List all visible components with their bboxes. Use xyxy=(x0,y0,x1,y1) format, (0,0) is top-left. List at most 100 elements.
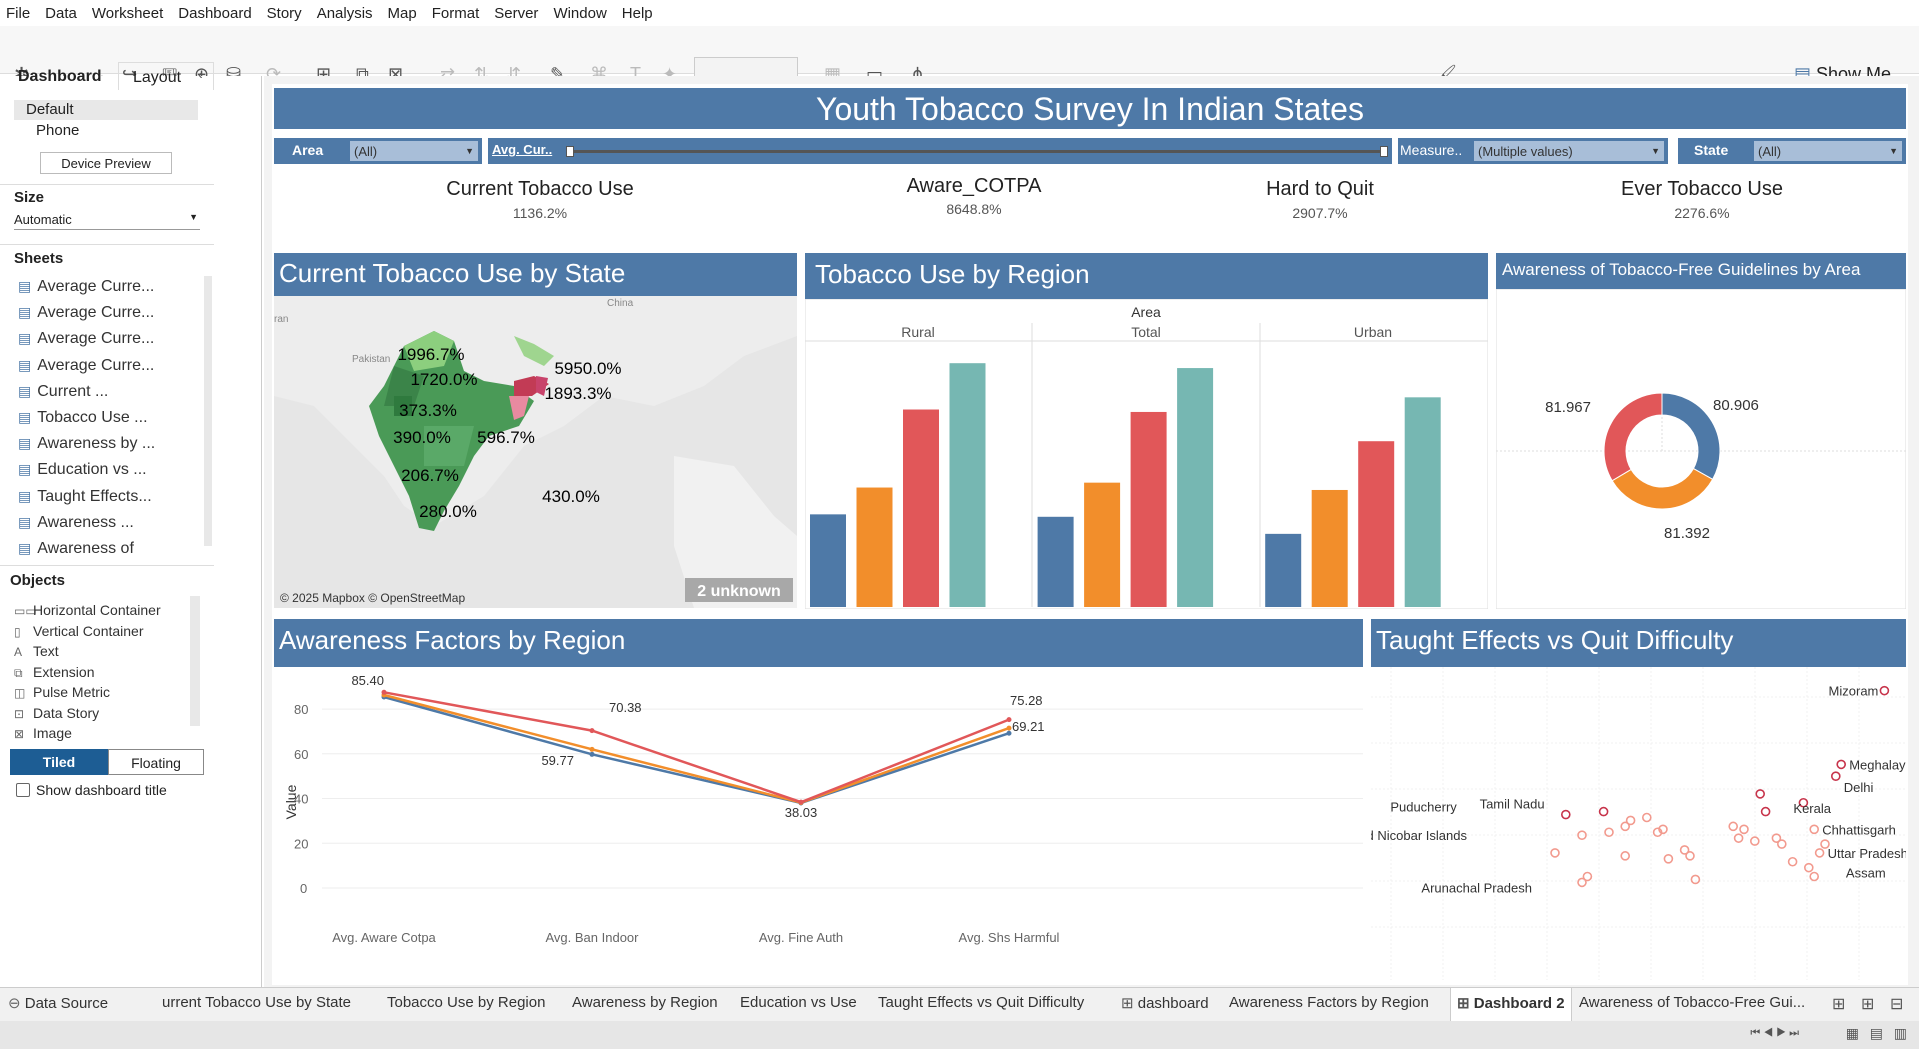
awareness-donut-chart[interactable]: 80.906 81.392 81.967 xyxy=(1496,289,1906,609)
scatter-point[interactable] xyxy=(1561,809,1571,820)
scatter-point[interactable] xyxy=(1658,824,1668,835)
scatter-point[interactable] xyxy=(1728,821,1739,832)
scatter-point[interactable] xyxy=(1830,771,1841,781)
tiled-button[interactable]: Tiled xyxy=(10,749,108,775)
scatter-point[interactable] xyxy=(1879,685,1890,696)
series-point[interactable] xyxy=(589,728,595,734)
bar[interactable] xyxy=(856,487,893,607)
menu-map[interactable]: Map xyxy=(387,4,417,22)
sheet-item[interactable]: ▤ Tobacco Use ... xyxy=(18,409,148,427)
scatter-point[interactable] xyxy=(1685,851,1695,861)
bar[interactable] xyxy=(1130,411,1167,607)
object-item[interactable]: A Text xyxy=(14,643,59,659)
bar[interactable] xyxy=(1358,441,1395,607)
objects-scrollbar[interactable] xyxy=(190,596,200,726)
factors-line-chart[interactable]: Value 0 20 40 60 80 Avg. Aware Cotpa Avg. Ban … xyxy=(274,667,1363,980)
bar[interactable] xyxy=(1084,482,1121,607)
scatter-point[interactable] xyxy=(1577,877,1587,888)
device-default[interactable]: Default xyxy=(14,100,198,120)
sheet-tab[interactable]: Awareness by Region xyxy=(572,994,718,1011)
area-filter-dropdown[interactable]: (All) ▼ xyxy=(350,141,478,161)
scatter-point[interactable] xyxy=(1663,854,1674,864)
map-view[interactable]: China Pakistan ran 1996.7% 1720.0% 373.3… xyxy=(274,296,797,608)
scatter-point[interactable] xyxy=(1814,848,1825,858)
menu-story[interactable]: Story xyxy=(266,4,302,22)
object-item[interactable]: ▭▭Horizontal Container xyxy=(14,602,161,618)
scatter-point[interactable] xyxy=(1787,856,1798,867)
sheet-tab[interactable]: ⊞ Dashboard 2 xyxy=(1450,988,1572,1022)
measure-filter[interactable]: Measure.. (Multiple values) ▼ xyxy=(1398,138,1668,164)
state-filter[interactable]: State (All) ▼ xyxy=(1678,138,1906,164)
sheet-item[interactable]: ▤ Average Curre... xyxy=(18,278,154,296)
grid-view-icon[interactable]: ▦ xyxy=(1845,1025,1859,1041)
series-point[interactable] xyxy=(1006,717,1012,723)
label-icon[interactable]: T xyxy=(630,64,641,84)
scatter-point[interactable] xyxy=(1749,836,1760,846)
scatter-point[interactable] xyxy=(1798,797,1809,808)
slider-handle-min[interactable] xyxy=(566,146,574,157)
scatter-point[interactable] xyxy=(1582,871,1593,882)
sheet-item[interactable]: ▤ Taught Effects... xyxy=(18,488,152,506)
area-filter[interactable]: Area (All) ▼ xyxy=(274,138,482,164)
device-phone[interactable]: Phone xyxy=(36,122,79,139)
sheet-item[interactable]: ▤ Current ... xyxy=(18,383,108,401)
menu-data[interactable]: Data xyxy=(45,4,77,22)
menu-server[interactable]: Server xyxy=(494,4,539,22)
scatter-point[interactable] xyxy=(1771,833,1782,843)
scatter-point[interactable] xyxy=(1809,871,1820,882)
menu-format[interactable]: Format xyxy=(431,4,480,22)
slider-track[interactable] xyxy=(570,150,1386,153)
scatter-point[interactable] xyxy=(1625,815,1636,826)
tab-layout[interactable]: Layout xyxy=(118,62,214,90)
menu-window[interactable]: Window xyxy=(553,4,607,22)
sheet-item[interactable]: ▤ Average Curre... xyxy=(18,357,154,375)
tab-dashboard[interactable]: Dashboard xyxy=(18,68,102,86)
bar[interactable] xyxy=(810,514,846,607)
scatter-point[interactable] xyxy=(1755,789,1766,799)
sheet-item[interactable]: ▤ Awareness by ... xyxy=(18,435,155,453)
scatter-point[interactable] xyxy=(1550,848,1560,858)
scatter-point[interactable] xyxy=(1776,839,1787,849)
floating-button[interactable]: Floating xyxy=(108,749,204,775)
object-item[interactable]: ▯ Vertical Container xyxy=(14,623,144,639)
sheet-tab[interactable]: ⊖ Data Source xyxy=(8,994,108,1012)
scatter-point[interactable] xyxy=(1620,821,1630,832)
bar[interactable] xyxy=(1265,533,1302,607)
measure-filter-dropdown[interactable]: (Multiple values) ▼ xyxy=(1474,141,1664,161)
region-bar-chart[interactable]: Area Rural Total Urban xyxy=(805,299,1488,609)
sheet-tab[interactable]: Education vs Use xyxy=(740,994,857,1011)
sheet-item[interactable]: ▤ Education vs ... xyxy=(18,461,147,479)
new-story-icon[interactable]: ⊟ xyxy=(1890,996,1904,1013)
bar[interactable] xyxy=(1037,516,1074,607)
bar[interactable] xyxy=(1177,368,1214,607)
scatter-point[interactable] xyxy=(1652,827,1663,838)
sheet-item[interactable]: ▤ Awareness of xyxy=(18,540,134,558)
sheet-tab[interactable]: Taught Effects vs Quit Difficulty xyxy=(878,994,1084,1011)
scatter-point[interactable] xyxy=(1641,812,1652,823)
menu-analysis[interactable]: Analysis xyxy=(316,4,373,22)
collapse-icon[interactable]: ‹ xyxy=(198,66,203,82)
tab-nav-icons[interactable]: ⏮ ◀ ▶ ⏭ xyxy=(1750,1027,1799,1039)
bar[interactable] xyxy=(903,409,939,607)
scatter-point[interactable] xyxy=(1820,839,1830,849)
unknown-badge[interactable] xyxy=(685,578,793,602)
series-line[interactable] xyxy=(383,695,1010,805)
scatter-point[interactable] xyxy=(1690,874,1701,885)
tabs-view-icon[interactable]: ▥ xyxy=(1893,1025,1907,1041)
sheet-tab[interactable]: ⊞ dashboard xyxy=(1121,994,1209,1012)
scatter-point[interactable] xyxy=(1739,824,1749,835)
scatter-point[interactable] xyxy=(1604,827,1614,838)
scatter-point[interactable] xyxy=(1836,759,1847,770)
new-dashboard-icon[interactable]: ⊞ xyxy=(1861,996,1875,1013)
object-item[interactable]: ⧉ Extension xyxy=(14,664,94,681)
scatter-chart[interactable]: Mizoram Meghalaya Delhi Kerala Tamil Nadu Pud… xyxy=(1371,667,1906,980)
series-point[interactable] xyxy=(589,751,595,757)
series-line[interactable] xyxy=(383,691,1010,804)
scatter-point[interactable] xyxy=(1620,851,1630,861)
sheet-tab[interactable]: urrent Tobacco Use by State xyxy=(162,994,351,1011)
scatter-point[interactable] xyxy=(1577,830,1587,840)
series-line[interactable] xyxy=(383,693,1010,804)
filmstrip-icon[interactable]: ▤ xyxy=(1869,1025,1883,1041)
slider-handle-max[interactable] xyxy=(1380,146,1388,157)
avg-current-slider[interactable]: Avg. Cur.. xyxy=(488,138,1392,164)
